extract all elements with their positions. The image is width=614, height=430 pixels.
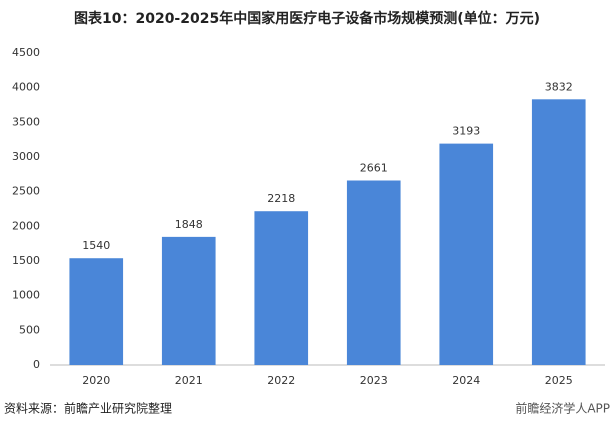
y-tick-label: 1500 — [12, 254, 40, 267]
bar — [254, 211, 309, 365]
bar — [161, 236, 216, 365]
bar — [346, 180, 401, 365]
x-tick-label: 2025 — [545, 374, 573, 387]
value-label: 3832 — [545, 80, 573, 93]
bar — [439, 143, 494, 365]
value-label: 3193 — [452, 125, 480, 138]
x-tick-label: 2021 — [175, 374, 203, 387]
source-note: 资料来源：前瞻产业研究院整理 — [4, 401, 172, 416]
x-tick-label: 2023 — [360, 374, 388, 387]
y-tick-label: 3000 — [12, 150, 40, 163]
y-tick-label: 500 — [19, 323, 40, 336]
y-tick-label: 4000 — [12, 81, 40, 94]
y-tick-label: 2000 — [12, 219, 40, 232]
x-tick-label: 2022 — [267, 374, 295, 387]
watermark: 前瞻经济学人APP — [515, 401, 610, 416]
y-tick-label: 0 — [33, 358, 40, 371]
y-tick-label: 1000 — [12, 289, 40, 302]
value-label: 2218 — [267, 192, 295, 205]
value-label: 2661 — [360, 162, 388, 175]
bar — [531, 99, 586, 365]
value-label: 1540 — [82, 239, 110, 252]
x-tick-label: 2020 — [82, 374, 110, 387]
value-label: 1848 — [175, 218, 203, 231]
chart-title: 图表10：2020-2025年中国家用医疗电子设备市场规模预测(单位：万元) — [74, 10, 540, 27]
y-tick-label: 4500 — [12, 46, 40, 59]
x-tick-label: 2024 — [452, 374, 480, 387]
y-tick-label: 2500 — [12, 185, 40, 198]
bar — [69, 258, 124, 365]
y-tick-label: 3500 — [12, 115, 40, 128]
